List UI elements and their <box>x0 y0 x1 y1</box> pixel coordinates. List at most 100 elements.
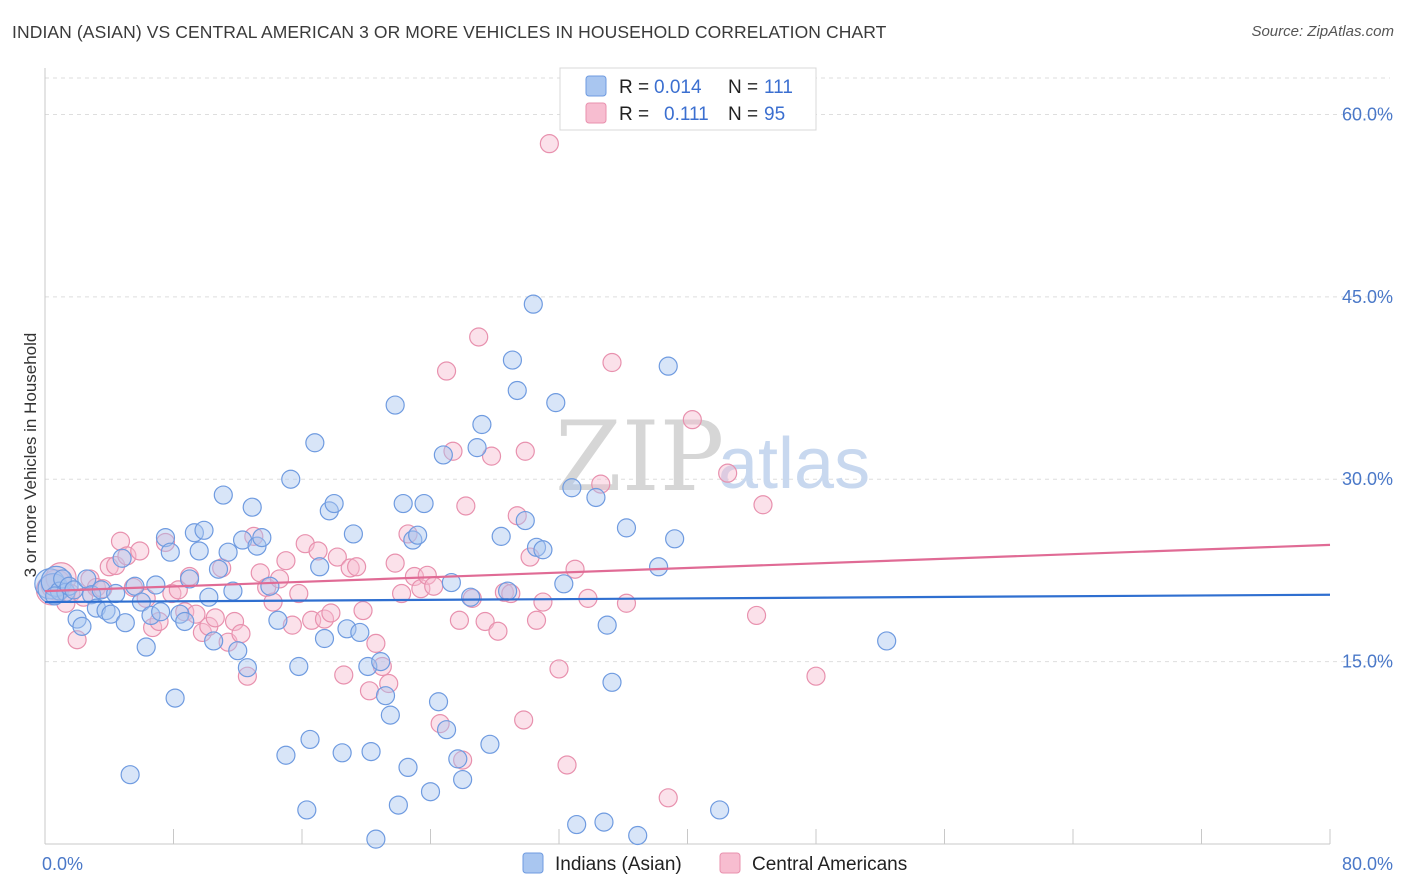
indians-asian-point-99 <box>586 487 606 508</box>
central-americans-point-70 <box>481 446 502 466</box>
indians-asian-point-78 <box>433 445 453 465</box>
indians-asian-point-72 <box>398 757 418 778</box>
central-americans-point-63 <box>436 361 457 381</box>
indians-asian-point-105 <box>648 557 669 577</box>
indians-asian-point-97 <box>562 478 582 498</box>
y-tick-label-2: 45.0% <box>1342 287 1393 307</box>
indians-asian-point-17 <box>112 548 132 568</box>
central-americans-point-68 <box>469 327 489 347</box>
central-americans-point-55 <box>385 553 405 573</box>
central-americans-point-64 <box>443 441 463 461</box>
indians-asian-point-100 <box>594 812 614 832</box>
bottom-legend-swatch-blue <box>522 852 544 874</box>
indians-asian-point-63 <box>358 656 378 677</box>
indians-asian-point-34 <box>194 520 214 540</box>
legend-swatch-blue <box>585 75 607 97</box>
indians-asian-point-77 <box>428 692 449 712</box>
central-americans-point-79 <box>539 134 559 154</box>
indians-asian-point-95 <box>546 393 566 413</box>
indians-asian-point-106 <box>658 356 678 376</box>
legend-n-label-1: N = <box>728 77 758 98</box>
indians-asian-point-66 <box>371 652 391 672</box>
central-americans-point-39 <box>282 615 302 635</box>
central-americans-point-27 <box>205 608 225 628</box>
indians-asian-point-104 <box>628 825 648 846</box>
indians-asian-point-74 <box>408 525 428 545</box>
central-americans-point-91 <box>753 495 773 515</box>
indians-asian-point-65 <box>366 829 386 849</box>
indians-asian-point-28 <box>165 688 185 708</box>
legend-r-value-2: 0.111 <box>664 104 709 125</box>
y-axis-label: 3 or more Vehicles in Household <box>21 333 40 578</box>
axes <box>44 68 1331 845</box>
central-americans-point-36 <box>263 592 283 612</box>
indians-asian-point-53 <box>300 729 320 750</box>
central-americans-point-89 <box>718 463 738 483</box>
central-americans-point-75 <box>514 710 534 730</box>
trend-line-indians-asian <box>44 593 1331 604</box>
indians-asian-point-94 <box>533 540 553 560</box>
indians-asian-point-50 <box>281 469 301 489</box>
indians-asian-point-46 <box>252 527 272 548</box>
indians-asian-point-84 <box>467 438 487 458</box>
central-americans-point-40 <box>289 583 309 604</box>
central-americans-point-71 <box>488 621 508 641</box>
indians-asian-point-88 <box>498 581 518 601</box>
trend-line-central-americans <box>44 543 1331 593</box>
central-americans-point-30 <box>224 611 245 632</box>
indians-asian-point-49 <box>276 745 296 765</box>
y-tick-labels: 15.0% 30.0% 45.0% 60.0% <box>1342 104 1393 671</box>
central-americans-point-77 <box>526 610 547 630</box>
y-tick-label-1: 30.0% <box>1342 469 1393 489</box>
legend-n-value-2: 95 <box>764 104 785 125</box>
central-americans-point-94 <box>515 441 535 461</box>
indians-asian-point-64 <box>361 741 381 762</box>
indians-asian-point-81 <box>448 749 468 769</box>
indians-asian-point-42 <box>232 530 253 550</box>
central-americans-point-80 <box>549 659 569 679</box>
legend-n-value-1: 111 <box>764 77 793 98</box>
bottom-legend-label-central: Central Americans <box>752 854 907 875</box>
indians-asian-point-15 <box>101 604 121 624</box>
central-americans-point-67 <box>462 588 482 608</box>
grid-lines <box>45 77 1390 663</box>
indians-asian-point-24 <box>146 575 166 595</box>
central-americans-point-61 <box>424 576 444 596</box>
indians-asian-point-96 <box>554 574 574 594</box>
indians-asian-point-91 <box>515 510 535 531</box>
indians-asian-point-22 <box>136 637 156 657</box>
indians-asian-point-102 <box>602 672 622 692</box>
bottom-legend-swatch-pink <box>719 852 741 874</box>
indians-asian-point-89 <box>502 350 523 370</box>
watermark: ZIP atlas <box>555 401 870 513</box>
indians-asian-point-82 <box>453 769 473 790</box>
central-americans-point-81 <box>557 755 577 775</box>
indians-asian-point-92 <box>523 294 543 314</box>
indians-asian-point-33 <box>189 541 209 561</box>
indians-asian-point-59 <box>332 743 352 763</box>
legend-n-label-2: N = <box>728 104 758 125</box>
indians-asian-point-10 <box>77 569 97 589</box>
indians-asian-point-79 <box>436 720 457 740</box>
x-tick-labels: 0.0% 80.0% <box>42 854 1393 874</box>
indians-asian-point-55 <box>310 557 330 577</box>
central-americans-point-38 <box>276 551 296 571</box>
central-americans-point-56 <box>391 583 412 604</box>
indians-asian-point-56 <box>314 628 335 649</box>
central-americans-point-47 <box>334 665 354 685</box>
central-americans-point-51 <box>359 681 380 701</box>
indians-asian-point-58 <box>324 493 344 514</box>
central-americans-point-85 <box>602 352 622 373</box>
central-americans-point-46 <box>327 547 347 567</box>
indians-asian-point-35 <box>199 587 219 607</box>
indians-asian-point-60 <box>337 619 357 639</box>
indians-asian-point-70 <box>388 795 408 815</box>
central-americans-point-78 <box>533 592 553 612</box>
bottom-legend: Indians (Asian) Central Americans <box>522 852 907 875</box>
central-americans-point-60 <box>417 565 437 585</box>
central-americans-point-87 <box>658 788 678 808</box>
y-tick-label-0: 15.0% <box>1342 652 1393 672</box>
indians-asian-point-86 <box>480 734 500 754</box>
indians-asian-point-87 <box>491 526 511 546</box>
